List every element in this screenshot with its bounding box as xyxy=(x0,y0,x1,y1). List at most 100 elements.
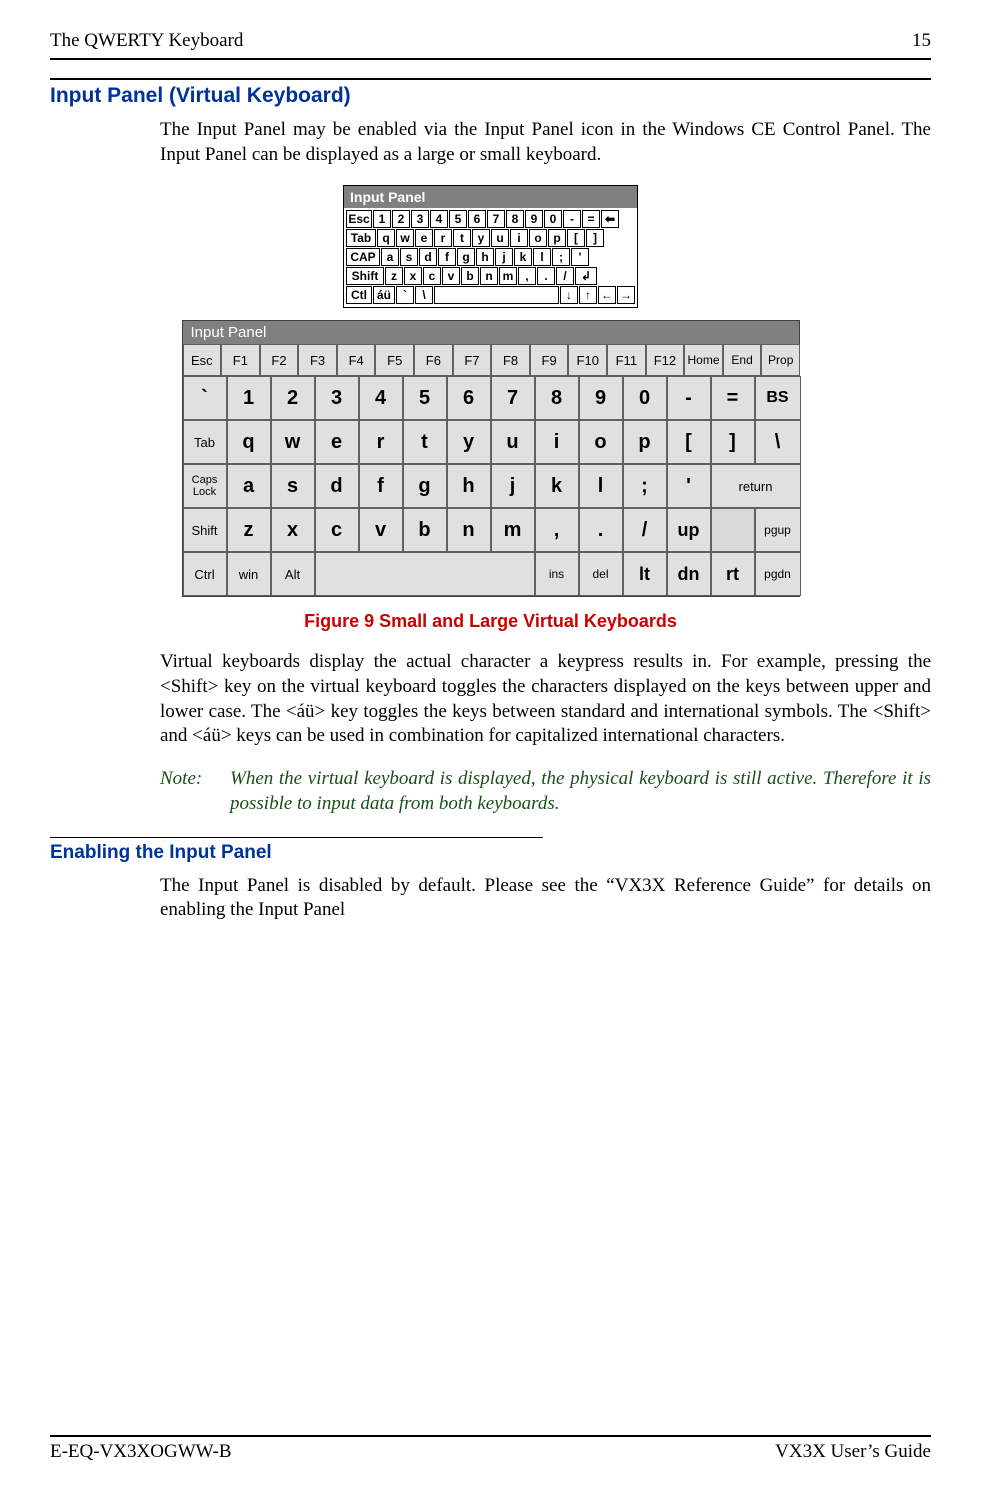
skey[interactable]: [ xyxy=(567,229,585,247)
skey[interactable]: 7 xyxy=(487,210,505,228)
lkey[interactable]: - xyxy=(667,376,711,420)
lkey[interactable]: g xyxy=(403,464,447,508)
skey-caps[interactable]: CAP xyxy=(346,248,380,266)
lkey-return[interactable]: return xyxy=(711,464,801,508)
lkey[interactable]: ' xyxy=(667,464,711,508)
lkey-space[interactable] xyxy=(315,552,535,596)
lkey[interactable]: a xyxy=(227,464,271,508)
skey-shift[interactable]: Shift xyxy=(346,267,384,285)
lkey-ctrl[interactable]: Ctrl xyxy=(183,552,227,596)
skey[interactable]: r xyxy=(434,229,452,247)
skey-backspace[interactable]: ⬅ xyxy=(601,210,619,228)
skey[interactable]: q xyxy=(377,229,395,247)
skey[interactable]: 5 xyxy=(449,210,467,228)
skey[interactable]: m xyxy=(499,267,517,285)
lkey[interactable]: 8 xyxy=(535,376,579,420)
lkey[interactable]: 4 xyxy=(359,376,403,420)
lkey-right[interactable]: rt xyxy=(711,552,755,596)
lkey[interactable]: m xyxy=(491,508,535,552)
skey[interactable]: d xyxy=(419,248,437,266)
lkey-home[interactable]: Home xyxy=(684,344,723,376)
lkey-end[interactable]: End xyxy=(723,344,762,376)
skey[interactable]: , xyxy=(518,267,536,285)
lkey[interactable]: 0 xyxy=(623,376,667,420)
skey[interactable]: l xyxy=(533,248,551,266)
skey[interactable]: w xyxy=(396,229,414,247)
lkey[interactable]: / xyxy=(623,508,667,552)
lkey-fn[interactable]: F12 xyxy=(646,344,685,376)
lkey[interactable]: d xyxy=(315,464,359,508)
skey[interactable]: 8 xyxy=(506,210,524,228)
lkey[interactable]: ] xyxy=(711,420,755,464)
lkey-fn[interactable]: F9 xyxy=(530,344,569,376)
lkey-shift[interactable]: Shift xyxy=(183,508,227,552)
skey[interactable]: ] xyxy=(586,229,604,247)
lkey[interactable]: c xyxy=(315,508,359,552)
lkey[interactable]: 1 xyxy=(227,376,271,420)
lkey-ins[interactable]: ins xyxy=(535,552,579,596)
skey[interactable]: 2 xyxy=(392,210,410,228)
skey[interactable]: . xyxy=(537,267,555,285)
lkey-fn[interactable]: F5 xyxy=(375,344,414,376)
lkey[interactable]: b xyxy=(403,508,447,552)
lkey[interactable]: h xyxy=(447,464,491,508)
lkey-left[interactable]: lt xyxy=(623,552,667,596)
lkey-fn[interactable]: F11 xyxy=(607,344,646,376)
skey-enter[interactable]: ↲ xyxy=(575,267,597,285)
lkey[interactable]: e xyxy=(315,420,359,464)
lkey[interactable]: 2 xyxy=(271,376,315,420)
lkey[interactable]: , xyxy=(535,508,579,552)
lkey[interactable]: r xyxy=(359,420,403,464)
lkey[interactable]: p xyxy=(623,420,667,464)
lkey[interactable]: o xyxy=(579,420,623,464)
lkey[interactable]: n xyxy=(447,508,491,552)
lkey[interactable]: t xyxy=(403,420,447,464)
skey[interactable]: 9 xyxy=(525,210,543,228)
skey[interactable]: 4 xyxy=(430,210,448,228)
skey[interactable]: y xyxy=(472,229,490,247)
lkey[interactable]: q xyxy=(227,420,271,464)
lkey-tab[interactable]: Tab xyxy=(183,420,227,464)
skey-right[interactable]: → xyxy=(617,286,635,304)
skey[interactable]: u xyxy=(491,229,509,247)
skey-ctl[interactable]: Ctl xyxy=(346,286,372,304)
skey[interactable]: p xyxy=(548,229,566,247)
skey-space[interactable] xyxy=(434,286,559,304)
lkey[interactable]: 6 xyxy=(447,376,491,420)
skey[interactable]: x xyxy=(404,267,422,285)
skey-esc[interactable]: Esc xyxy=(346,210,372,228)
skey-left[interactable]: ← xyxy=(598,286,616,304)
lkey-capslock[interactable]: Caps Lock xyxy=(183,464,227,508)
skey[interactable]: i xyxy=(510,229,528,247)
skey[interactable]: 1 xyxy=(373,210,391,228)
skey[interactable]: j xyxy=(495,248,513,266)
lkey[interactable]: z xyxy=(227,508,271,552)
skey[interactable]: f xyxy=(438,248,456,266)
lkey-win[interactable]: win xyxy=(227,552,271,596)
lkey-down[interactable]: dn xyxy=(667,552,711,596)
lkey-prop[interactable]: Prop xyxy=(761,344,800,376)
lkey-fn[interactable]: F10 xyxy=(568,344,607,376)
skey[interactable]: e xyxy=(415,229,433,247)
lkey[interactable]: ; xyxy=(623,464,667,508)
lkey-pgdn[interactable]: pgdn xyxy=(755,552,801,596)
skey[interactable]: c xyxy=(423,267,441,285)
lkey-alt[interactable]: Alt xyxy=(271,552,315,596)
skey[interactable]: a xyxy=(381,248,399,266)
lkey[interactable]: 9 xyxy=(579,376,623,420)
skey[interactable]: s xyxy=(400,248,418,266)
lkey[interactable]: x xyxy=(271,508,315,552)
skey[interactable]: = xyxy=(582,210,600,228)
skey[interactable]: \ xyxy=(415,286,433,304)
lkey[interactable]: 3 xyxy=(315,376,359,420)
lkey-fn[interactable]: F2 xyxy=(260,344,299,376)
lkey-backspace[interactable]: BS xyxy=(755,376,801,420)
lkey[interactable]: y xyxy=(447,420,491,464)
lkey[interactable]: 7 xyxy=(491,376,535,420)
lkey[interactable]: 5 xyxy=(403,376,447,420)
lkey[interactable]: u xyxy=(491,420,535,464)
lkey[interactable]: \ xyxy=(755,420,801,464)
lkey-fn[interactable]: F6 xyxy=(414,344,453,376)
lkey-esc[interactable]: Esc xyxy=(183,344,222,376)
lkey[interactable]: = xyxy=(711,376,755,420)
